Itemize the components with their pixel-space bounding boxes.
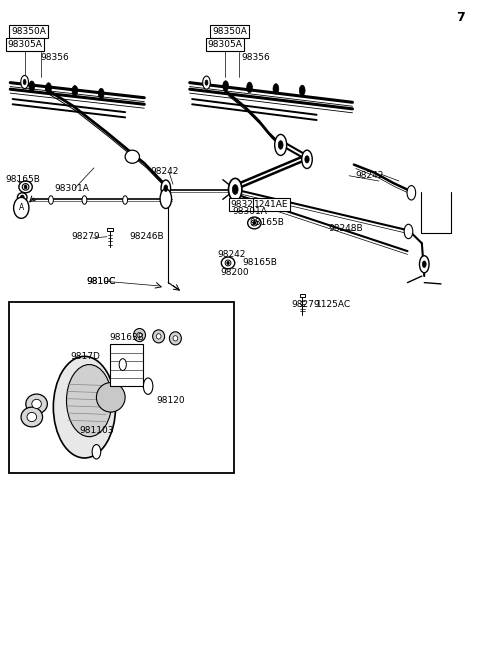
- Ellipse shape: [228, 178, 242, 200]
- Ellipse shape: [420, 256, 429, 273]
- Ellipse shape: [137, 332, 142, 338]
- Ellipse shape: [221, 257, 235, 269]
- Ellipse shape: [248, 217, 261, 229]
- Ellipse shape: [29, 81, 35, 91]
- Text: 9810C: 9810C: [86, 277, 115, 286]
- Ellipse shape: [156, 334, 161, 339]
- Ellipse shape: [82, 196, 87, 204]
- Ellipse shape: [232, 185, 238, 194]
- Ellipse shape: [161, 180, 170, 196]
- Text: 98165B: 98165B: [250, 218, 285, 227]
- Ellipse shape: [17, 193, 27, 202]
- Ellipse shape: [278, 141, 283, 149]
- Text: 9810C: 9810C: [86, 277, 115, 286]
- Ellipse shape: [164, 185, 168, 191]
- Text: 9817D: 9817D: [70, 351, 100, 361]
- Text: 98248B: 98248B: [328, 224, 363, 233]
- Text: 98165B: 98165B: [242, 258, 277, 267]
- Text: 981103: 981103: [80, 426, 114, 436]
- Ellipse shape: [96, 382, 125, 412]
- Ellipse shape: [227, 261, 229, 265]
- Text: 1125AC: 1125AC: [316, 300, 351, 309]
- Text: 98165B: 98165B: [5, 175, 40, 183]
- Bar: [110, 344, 144, 386]
- Text: 98200: 98200: [220, 267, 249, 277]
- Text: 98301A: 98301A: [232, 208, 267, 216]
- Ellipse shape: [302, 150, 312, 169]
- Ellipse shape: [153, 330, 165, 343]
- Text: 98350A: 98350A: [11, 27, 46, 36]
- Bar: [9, 302, 234, 473]
- Ellipse shape: [21, 76, 28, 89]
- Text: A: A: [19, 204, 24, 212]
- Text: 98305A: 98305A: [207, 40, 242, 49]
- Ellipse shape: [21, 407, 43, 427]
- Ellipse shape: [203, 76, 210, 89]
- Text: 7: 7: [456, 11, 465, 24]
- Ellipse shape: [407, 185, 416, 200]
- Ellipse shape: [273, 83, 279, 94]
- Ellipse shape: [169, 332, 181, 345]
- Ellipse shape: [300, 85, 305, 96]
- Ellipse shape: [26, 394, 48, 414]
- Ellipse shape: [48, 196, 53, 204]
- Ellipse shape: [133, 328, 145, 342]
- Ellipse shape: [67, 365, 112, 437]
- Text: 98242: 98242: [217, 250, 246, 259]
- Ellipse shape: [123, 196, 128, 204]
- Ellipse shape: [98, 88, 104, 99]
- Ellipse shape: [19, 181, 32, 193]
- Text: 1241AE: 1241AE: [254, 200, 289, 209]
- Text: 98242: 98242: [151, 168, 179, 176]
- Ellipse shape: [20, 195, 24, 200]
- Ellipse shape: [23, 79, 26, 85]
- Text: 98163B: 98163B: [110, 332, 144, 342]
- Ellipse shape: [119, 359, 126, 371]
- Ellipse shape: [422, 261, 426, 267]
- Ellipse shape: [144, 378, 153, 394]
- Text: 98305A: 98305A: [7, 40, 42, 49]
- Text: 98356: 98356: [40, 53, 69, 62]
- Ellipse shape: [305, 156, 309, 163]
- Ellipse shape: [53, 356, 116, 458]
- Ellipse shape: [205, 80, 208, 85]
- Text: 98350A: 98350A: [212, 27, 247, 36]
- Ellipse shape: [46, 83, 51, 93]
- Bar: [107, 227, 113, 231]
- Ellipse shape: [125, 150, 140, 164]
- Text: 98246B: 98246B: [129, 232, 164, 241]
- Ellipse shape: [27, 413, 36, 422]
- Ellipse shape: [92, 445, 101, 459]
- Ellipse shape: [223, 81, 228, 91]
- Ellipse shape: [404, 224, 413, 238]
- Ellipse shape: [225, 260, 231, 266]
- Text: 98356: 98356: [241, 53, 270, 62]
- Text: 98279: 98279: [292, 300, 320, 309]
- Circle shape: [13, 197, 29, 218]
- Ellipse shape: [247, 82, 252, 93]
- Ellipse shape: [32, 399, 41, 409]
- Ellipse shape: [72, 85, 78, 96]
- Text: 98279: 98279: [72, 232, 100, 241]
- Ellipse shape: [24, 185, 27, 189]
- Ellipse shape: [160, 189, 171, 208]
- Ellipse shape: [253, 221, 256, 225]
- Ellipse shape: [251, 220, 258, 226]
- Text: 98120: 98120: [156, 396, 185, 405]
- Text: 98242: 98242: [356, 171, 384, 180]
- Ellipse shape: [114, 351, 131, 378]
- Text: 98323: 98323: [230, 200, 259, 209]
- Ellipse shape: [275, 135, 287, 156]
- Ellipse shape: [22, 183, 29, 190]
- Ellipse shape: [173, 336, 178, 341]
- Bar: [300, 294, 305, 297]
- Text: 98301A: 98301A: [55, 184, 90, 193]
